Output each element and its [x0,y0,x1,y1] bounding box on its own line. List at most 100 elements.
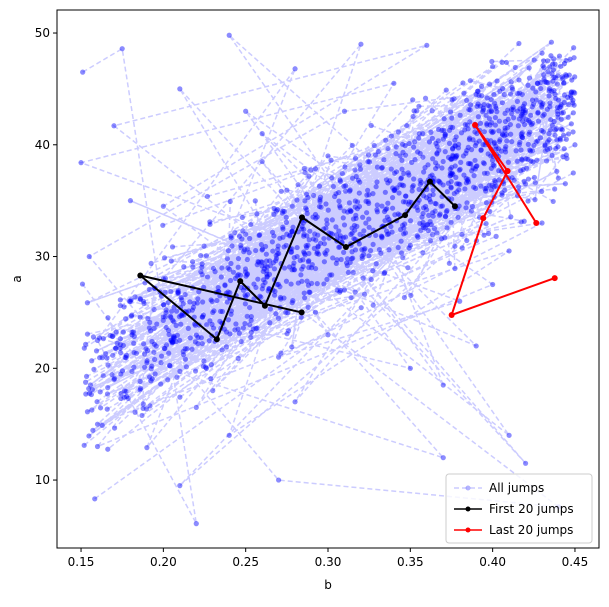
all-jumps-point [228,260,234,267]
all-jumps-point [490,162,496,168]
all-jumps-point [565,131,572,137]
all-jumps-point [117,297,123,303]
all-jumps-point [411,144,417,150]
all-jumps-point [417,150,423,157]
all-jumps-point [525,156,531,163]
all-jumps-point [425,162,431,168]
all-jumps-point [275,315,282,321]
all-jumps-point [299,266,305,272]
all-jumps-point [533,97,539,103]
all-jumps-point [365,199,371,205]
all-jumps-point [480,160,487,166]
all-jumps-point [411,176,417,182]
all-jumps-point [169,244,176,250]
all-jumps-point [117,345,123,351]
all-jumps-point [476,92,482,98]
all-jumps-point [539,220,545,226]
all-jumps-point [165,377,171,383]
all-jumps-point [478,147,484,153]
all-jumps-point [384,214,390,220]
all-jumps-point [199,341,205,347]
all-jumps-point [445,180,451,186]
all-jumps-point [510,115,517,121]
all-jumps-point [298,314,304,320]
all-jumps-point [550,67,556,73]
all-jumps-point [343,260,350,266]
all-jumps-point [240,228,246,234]
all-jumps-point [168,337,174,343]
all-jumps-point [437,211,443,217]
all-jumps-point [299,223,305,230]
all-jumps-point [357,166,364,172]
all-jumps-point [410,97,416,103]
all-jumps-point [96,335,103,341]
all-jumps-point [572,142,578,148]
all-jumps-point [491,163,497,169]
all-jumps-point [429,172,435,178]
all-jumps-point [290,298,296,304]
all-jumps-point [442,213,448,219]
all-jumps-point [261,266,267,272]
all-jumps-point [137,295,143,302]
all-jumps-point [354,199,361,205]
all-jumps-point [248,221,254,228]
all-jumps-point [94,421,101,427]
all-jumps-point [426,139,433,145]
first-jumps-point [298,309,305,316]
all-jumps-point [196,289,202,295]
all-jumps-point [565,94,571,100]
all-jumps-point [467,135,473,141]
all-jumps-point [207,318,213,324]
all-jumps-point [315,232,321,238]
all-jumps-point [147,328,154,334]
all-jumps-point [525,82,531,88]
legend-first-marker [465,506,471,512]
all-jumps-point [496,138,502,145]
all-jumps-point [291,267,298,273]
all-jumps-point [409,159,415,165]
all-jumps-point [99,422,105,428]
all-jumps-point [476,138,482,144]
all-jumps-point [492,177,498,184]
all-jumps-point [242,247,248,253]
all-jumps-point [426,212,432,218]
all-jumps-point [306,289,312,295]
all-jumps-point [373,261,379,267]
all-jumps-point [143,406,150,412]
all-jumps-point [175,289,181,296]
all-jumps-point [468,147,475,153]
all-jumps-point [505,124,511,131]
all-jumps-point [337,203,343,209]
all-jumps-point [522,460,529,466]
all-jumps-point [519,130,525,136]
first-jumps-point [402,212,409,219]
all-jumps-point [422,165,428,171]
all-jumps-point [555,73,561,79]
all-jumps-point [526,75,533,81]
last-jumps-point [448,311,455,318]
all-jumps-point [292,66,298,72]
all-jumps-point [140,341,147,347]
all-jumps-point [389,205,396,211]
all-jumps-point [262,243,269,250]
all-jumps-point [235,264,241,270]
all-jumps-point [109,372,115,378]
all-jumps-point [97,389,103,395]
all-jumps-point [448,178,454,185]
all-jumps-point [192,322,198,328]
plot-area [78,32,578,527]
all-jumps-point [104,391,111,397]
all-jumps-point [173,339,179,345]
all-jumps-point [332,193,338,200]
all-jumps-point [521,178,527,184]
all-jumps-point [496,118,502,124]
all-jumps-point [523,156,529,162]
all-jumps-point [348,295,354,301]
all-jumps-point [144,360,150,366]
all-jumps-point [559,74,565,80]
all-jumps-point [552,186,558,192]
all-jumps-point [519,111,525,117]
all-jumps-point [305,259,311,265]
all-jumps-point [137,296,144,303]
all-jumps-point [436,212,443,218]
